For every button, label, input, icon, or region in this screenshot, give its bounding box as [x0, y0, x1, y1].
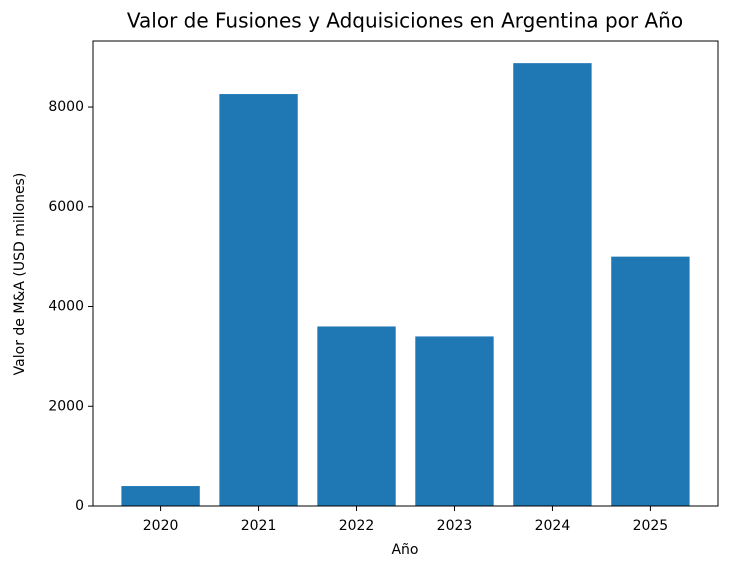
y-tick-label: 4000	[48, 299, 84, 315]
bar	[415, 336, 494, 506]
x-tick-label: 2021	[241, 518, 277, 534]
x-tick-label: 2024	[535, 518, 571, 534]
bar	[611, 256, 690, 506]
bar	[317, 326, 396, 506]
x-tick-label: 2020	[143, 518, 179, 534]
x-axis-label: Año	[391, 542, 418, 558]
bar	[219, 94, 298, 507]
bar	[121, 486, 200, 506]
y-tick-label: 2000	[48, 398, 84, 414]
plot-frame	[92, 40, 719, 507]
chart-title: Valor de Fusiones y Adquisiciones en Arg…	[127, 9, 683, 33]
y-tick-label: 6000	[48, 199, 84, 215]
bar	[513, 63, 592, 507]
x-tick-label: 2022	[339, 518, 375, 534]
x-tick-label: 2025	[633, 518, 669, 534]
y-tick-label: 0	[75, 498, 84, 514]
y-tick-label: 8000	[48, 99, 84, 115]
x-tick-label: 2023	[437, 518, 473, 534]
y-axis-label: Valor de M&A (USD millones)	[12, 173, 28, 376]
